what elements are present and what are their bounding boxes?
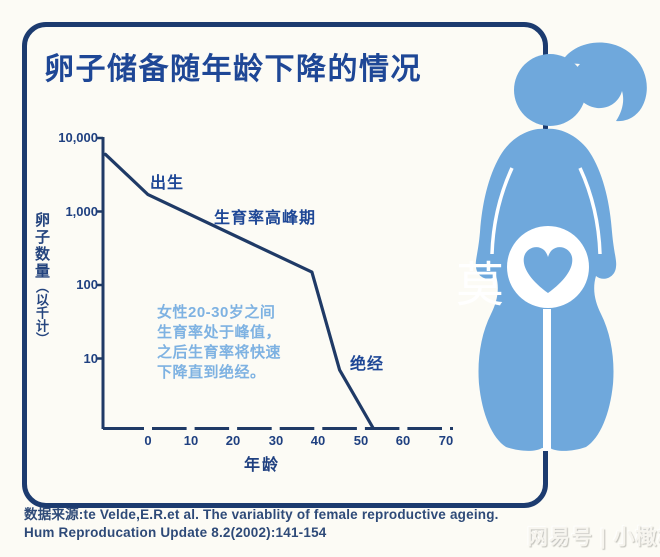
x-tick-label: 60 bbox=[395, 433, 411, 448]
x-tick-label: 70 bbox=[438, 433, 454, 448]
y-axis-title: 卵子数量（以千计） bbox=[33, 212, 50, 345]
pregnant-woman-silhouette bbox=[475, 42, 647, 451]
ponytail-shape bbox=[560, 42, 647, 122]
y-axis-title-sub: （以千计） bbox=[34, 280, 49, 345]
y-axis-ticks bbox=[96, 136, 103, 360]
arm-gap-left bbox=[490, 167, 514, 255]
curve-label-peak-fertility: 生育率高峰期 bbox=[214, 210, 317, 227]
arm-gap-right bbox=[578, 167, 602, 255]
watermark-character: 莫 bbox=[456, 259, 505, 312]
data-source-line1: 数据来源:te Velde,E.R.et al. The variablity … bbox=[24, 507, 499, 522]
fertility-curve bbox=[103, 152, 375, 430]
x-tick-label: 50 bbox=[353, 433, 369, 448]
y-tick-label: 100 bbox=[76, 277, 98, 292]
annotation-line: 下降直到绝经。 bbox=[157, 364, 266, 381]
x-tick-label: 30 bbox=[268, 433, 284, 448]
y-tick-label: 10 bbox=[83, 351, 98, 366]
annotation-line: 之后生育率将快速 bbox=[157, 344, 282, 361]
annotation-line: 女性20-30岁之间 bbox=[157, 304, 276, 321]
data-source-text: 数据来源:te Velde,E.R.et al. The variablity … bbox=[24, 506, 499, 542]
data-source-line2: Hum Reproducation Update 8.2(2002):141-1… bbox=[24, 525, 327, 540]
x-tick-label: 10 bbox=[183, 433, 199, 448]
publisher-watermark: 网易号 | 小橄榄 bbox=[527, 526, 660, 549]
y-tick-label: 1,000 bbox=[65, 204, 98, 219]
y-axis-title-main: 卵子数量 bbox=[33, 212, 50, 280]
head-shape bbox=[514, 54, 586, 126]
x-tick-label: 20 bbox=[225, 433, 241, 448]
page-title: 卵子储备随年龄下降的情况 bbox=[44, 53, 422, 86]
x-tick-label: 0 bbox=[144, 433, 152, 448]
y-tick-label: 10,000 bbox=[58, 130, 98, 145]
curve-label-menopause: 绝经 bbox=[350, 356, 385, 373]
heart-icon bbox=[523, 247, 573, 293]
curve-label-birth: 出生 bbox=[150, 175, 185, 192]
x-tick-label: 40 bbox=[310, 433, 326, 448]
annotation-line: 生育率处于峰值， bbox=[157, 324, 282, 341]
annotation-text: 女性20-30岁之间 生育率处于峰值， 之后生育率将快速 下降直到绝经。 bbox=[157, 303, 281, 383]
x-axis-title: 年龄 bbox=[243, 457, 280, 474]
